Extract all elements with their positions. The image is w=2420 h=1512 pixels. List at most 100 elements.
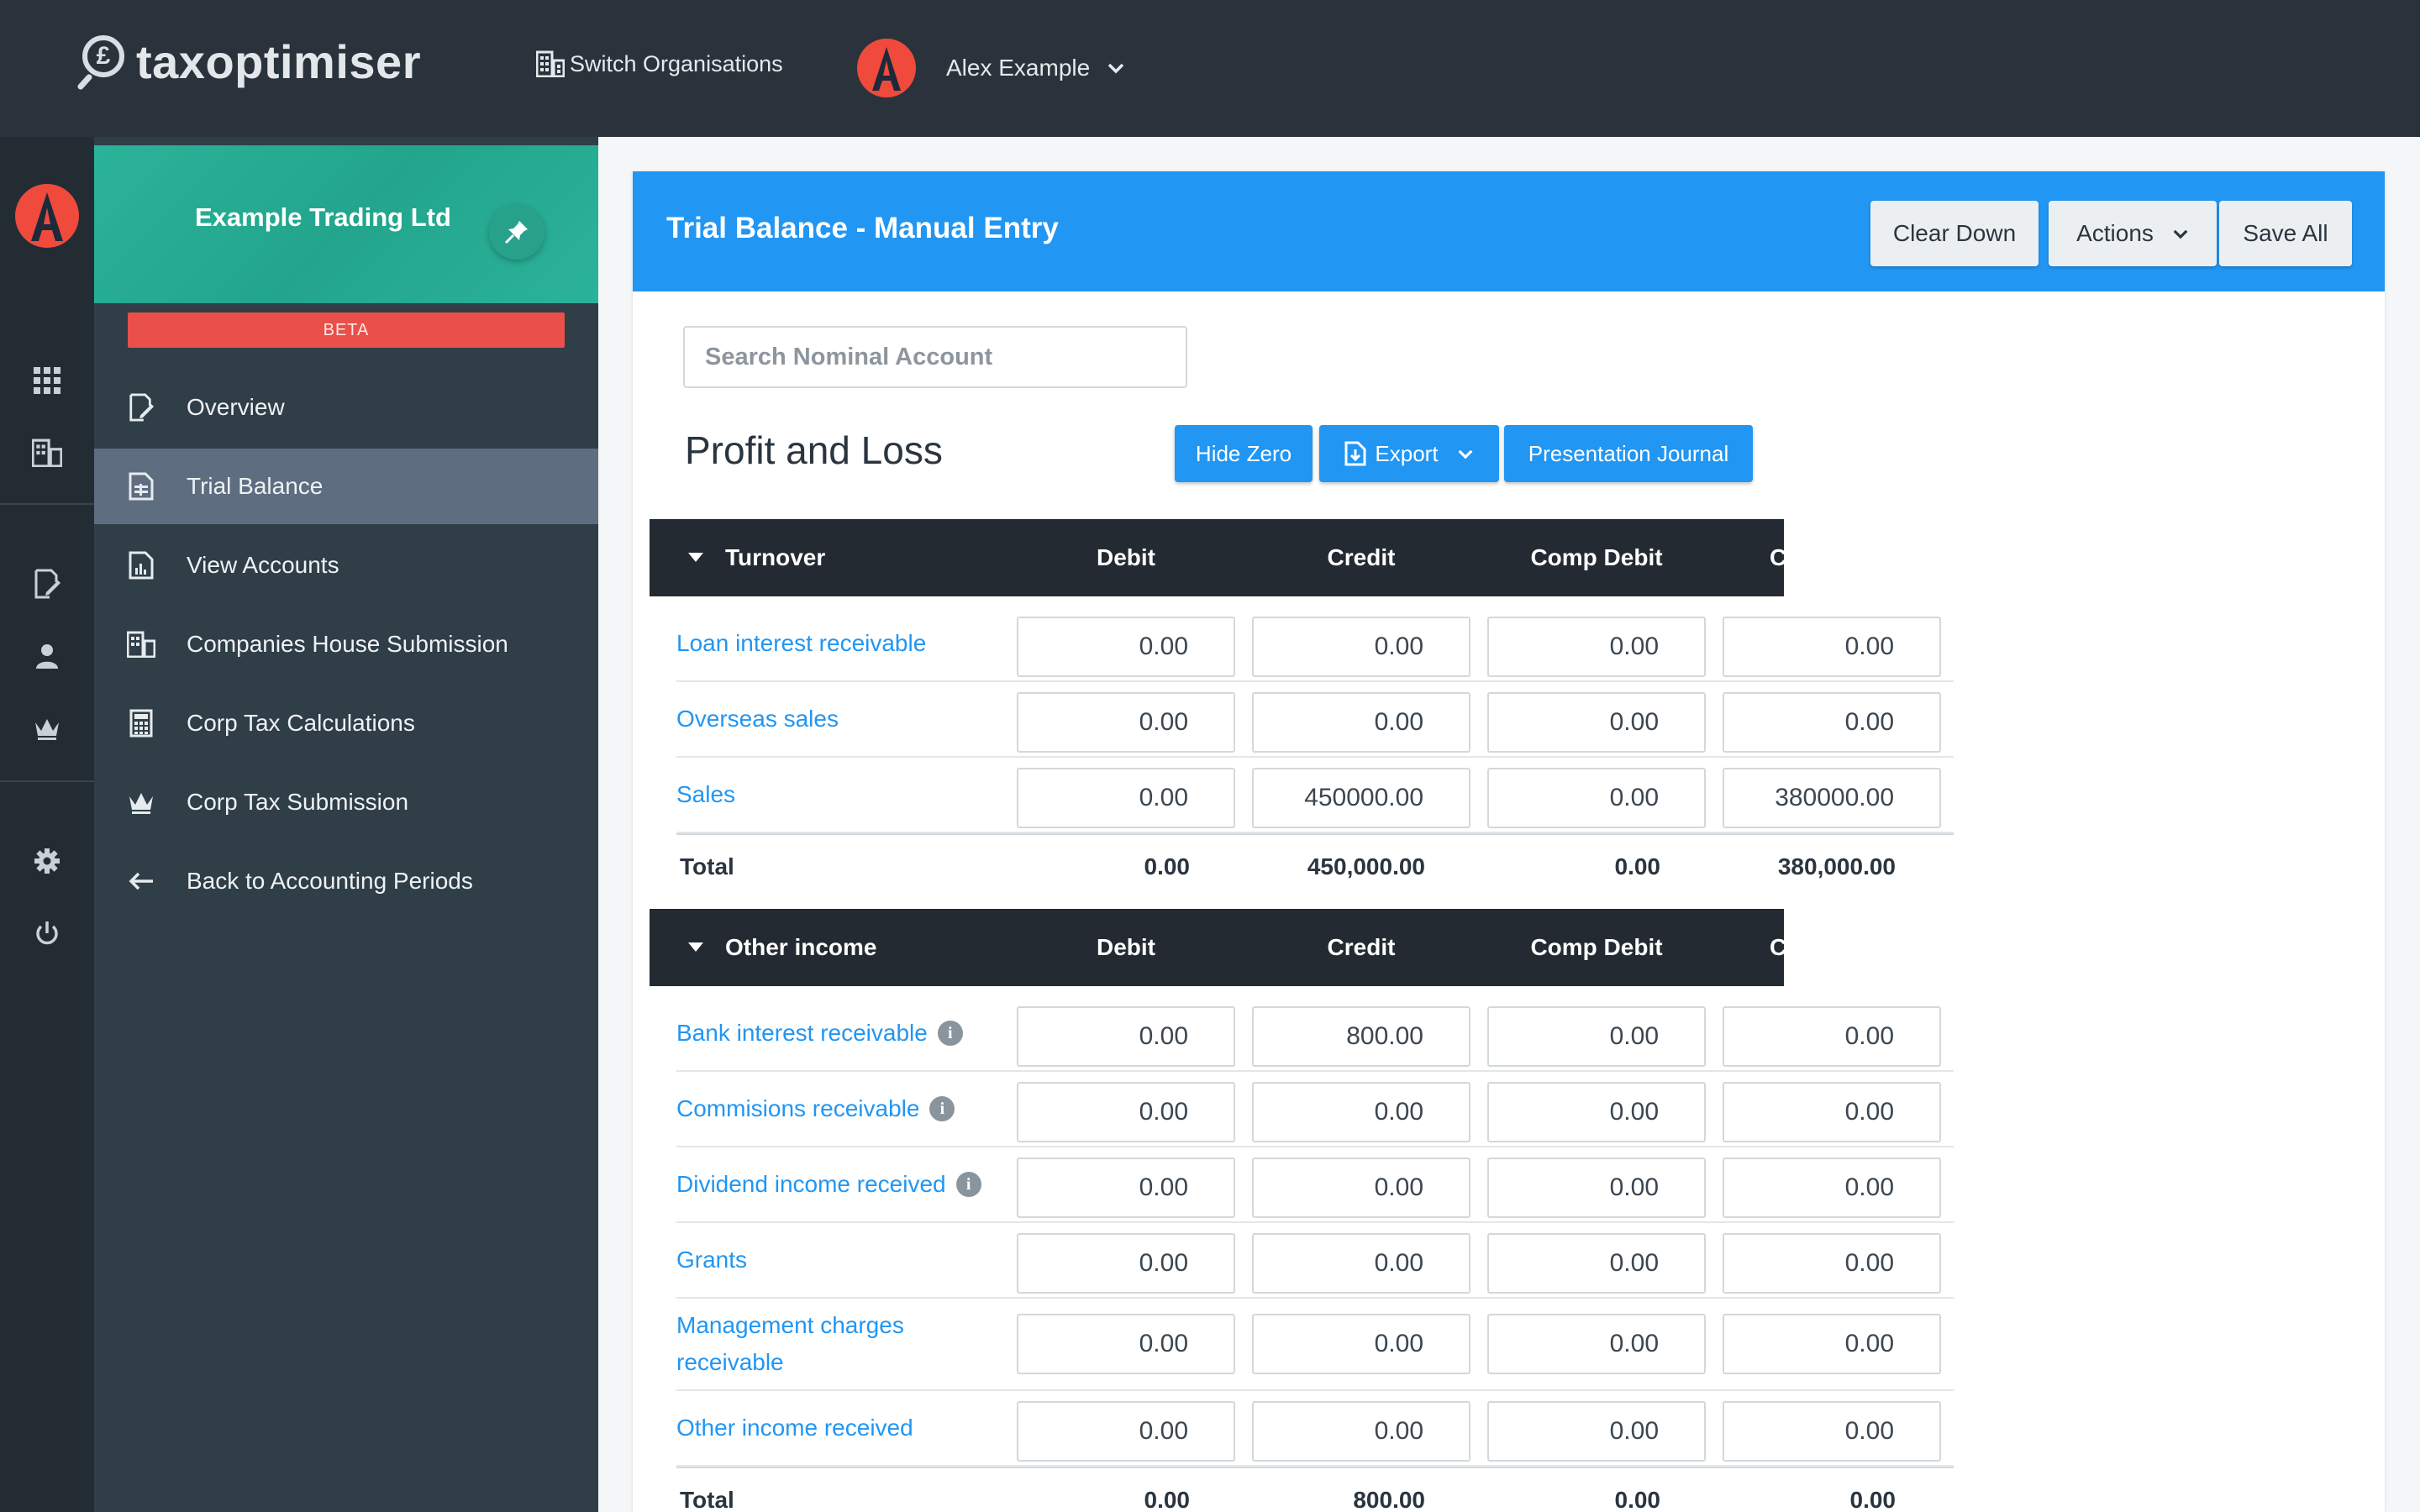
info-icon[interactable]: i (937, 1021, 963, 1046)
actions-dropdown-button[interactable]: Actions (2049, 201, 2217, 266)
account-link[interactable]: Loan interest receivable (676, 630, 927, 656)
group-header-turnover[interactable]: Turnover Debit Credit Comp Debit C (650, 519, 1786, 596)
credit-input[interactable] (1252, 1082, 1470, 1142)
comp-debit-input[interactable] (1487, 1082, 1706, 1142)
account-link[interactable]: Bank interest receivable i (676, 996, 996, 1070)
sidebar-item-companies-house[interactable]: Companies House Submission (94, 606, 598, 682)
export-dropdown-button[interactable]: Export (1319, 425, 1499, 482)
clear-down-button[interactable]: Clear Down (1870, 201, 2039, 266)
comp-credit-input[interactable] (1723, 617, 1941, 677)
user-menu[interactable]: Alex Example (857, 39, 1125, 97)
sidebar-item-corp-tax-submission[interactable]: Corp Tax Submission (94, 764, 598, 840)
account-link[interactable]: Other income received (676, 1415, 913, 1441)
sidebar-item-corp-tax-calculations[interactable]: Corp Tax Calculations (94, 685, 598, 761)
magnifier-pound-icon: £ (76, 34, 129, 92)
presentation-journal-button[interactable]: Presentation Journal (1504, 425, 1753, 482)
debit-input[interactable] (1017, 1006, 1235, 1067)
table-row: Bank interest receivable i (676, 996, 1954, 1072)
org-avatar[interactable] (15, 184, 79, 248)
column-header-credit: Credit (1327, 544, 1396, 570)
org-header: Example Trading Ltd (94, 145, 598, 303)
credit-input[interactable] (1252, 1158, 1470, 1218)
credit-input[interactable] (1252, 1006, 1470, 1067)
sidebar-item-back-to-accounting-periods[interactable]: Back to Accounting Periods (94, 843, 598, 919)
column-header-comp-debit: Comp Debit (1530, 544, 1663, 570)
table-row: Grants (676, 1223, 1954, 1299)
total-label: Total (680, 1487, 734, 1512)
building-icon[interactable] (30, 436, 64, 470)
rail-divider (0, 503, 94, 505)
account-link[interactable]: Management charges receivable (676, 1312, 904, 1375)
debit-input[interactable] (1017, 617, 1235, 677)
pin-button[interactable] (489, 204, 544, 260)
sidebar-item-label: View Accounts (187, 552, 339, 578)
total-comp-credit: 380,000.00 (1777, 853, 1896, 879)
crown-icon[interactable] (30, 711, 64, 745)
sidebar-item-label: Back to Accounting Periods (187, 868, 473, 894)
taxoptimiser-logo[interactable]: £ taxoptimiser (76, 34, 421, 92)
chart-doc-icon (124, 549, 158, 582)
comp-debit-input[interactable] (1487, 768, 1706, 828)
sidebar-item-trial-balance[interactable]: Trial Balance (94, 449, 598, 524)
comp-debit-input[interactable] (1487, 617, 1706, 677)
sidebar-item-label: Trial Balance (187, 473, 324, 499)
debit-input[interactable] (1017, 1082, 1235, 1142)
total-comp-credit: 0.00 (1849, 1487, 1897, 1512)
group-name: Turnover (725, 544, 826, 570)
table-row: Commisions receivable i (676, 1072, 1954, 1147)
credit-input[interactable] (1252, 1314, 1470, 1374)
info-icon[interactable]: i (929, 1096, 955, 1121)
hide-zero-button[interactable]: Hide Zero (1175, 425, 1313, 482)
comp-credit-input[interactable] (1723, 1006, 1941, 1067)
account-link[interactable]: Dividend income received i (676, 1147, 996, 1221)
comp-credit-input[interactable] (1723, 768, 1941, 828)
comp-debit-input[interactable] (1487, 1158, 1706, 1218)
building-icon (536, 50, 565, 77)
panel-header: Trial Balance - Manual Entry Clear Down … (633, 171, 2385, 291)
sidebar-item-view-accounts[interactable]: View Accounts (94, 528, 598, 603)
comp-debit-input[interactable] (1487, 1401, 1706, 1462)
gear-icon[interactable] (30, 844, 64, 878)
save-all-button[interactable]: Save All (2219, 201, 2352, 266)
edit-doc-icon[interactable] (30, 567, 64, 601)
debit-input[interactable] (1017, 1314, 1235, 1374)
chevron-down-icon (1458, 449, 1472, 459)
account-link[interactable]: Sales (676, 781, 736, 807)
search-nominal-account-input[interactable] (683, 326, 1187, 388)
group-header-other-income[interactable]: Other income Debit Credit Comp Debit C (650, 909, 1786, 986)
account-link[interactable]: Grants (676, 1247, 748, 1273)
account-link[interactable]: Commisions receivable i (676, 1072, 996, 1146)
credit-input[interactable] (1252, 692, 1470, 753)
credit-input[interactable] (1252, 1233, 1470, 1294)
info-icon[interactable]: i (955, 1172, 981, 1197)
comp-debit-input[interactable] (1487, 1314, 1706, 1374)
comp-credit-input[interactable] (1723, 1082, 1941, 1142)
comp-debit-input[interactable] (1487, 1006, 1706, 1067)
comp-credit-input[interactable] (1723, 1158, 1941, 1218)
sidebar-item-label: Overview (187, 394, 285, 420)
sidebar-item-overview[interactable]: Overview (94, 370, 598, 445)
comp-credit-input[interactable] (1723, 1401, 1941, 1462)
credit-input[interactable] (1252, 617, 1470, 677)
power-icon[interactable] (30, 916, 64, 950)
credit-input[interactable] (1252, 1401, 1470, 1462)
comp-debit-input[interactable] (1487, 1233, 1706, 1294)
comp-credit-input[interactable] (1723, 1233, 1941, 1294)
comp-credit-input[interactable] (1723, 1314, 1941, 1374)
switch-organisations-link[interactable]: Switch Organisations (536, 50, 783, 77)
page-title: Trial Balance - Manual Entry (666, 212, 1059, 244)
debit-input[interactable] (1017, 692, 1235, 753)
debit-input[interactable] (1017, 1401, 1235, 1462)
account-link[interactable]: Overseas sales (676, 706, 839, 732)
debit-input[interactable] (1017, 1158, 1235, 1218)
comp-debit-input[interactable] (1487, 692, 1706, 753)
rail-divider (0, 780, 94, 782)
user-icon[interactable] (30, 639, 64, 673)
logo-text: taxoptimiser (136, 34, 421, 88)
credit-input[interactable] (1252, 768, 1470, 828)
grid-icon[interactable] (30, 364, 64, 397)
comp-credit-input[interactable] (1723, 692, 1941, 753)
debit-input[interactable] (1017, 1233, 1235, 1294)
debit-input[interactable] (1017, 768, 1235, 828)
icon-rail (0, 137, 94, 1512)
